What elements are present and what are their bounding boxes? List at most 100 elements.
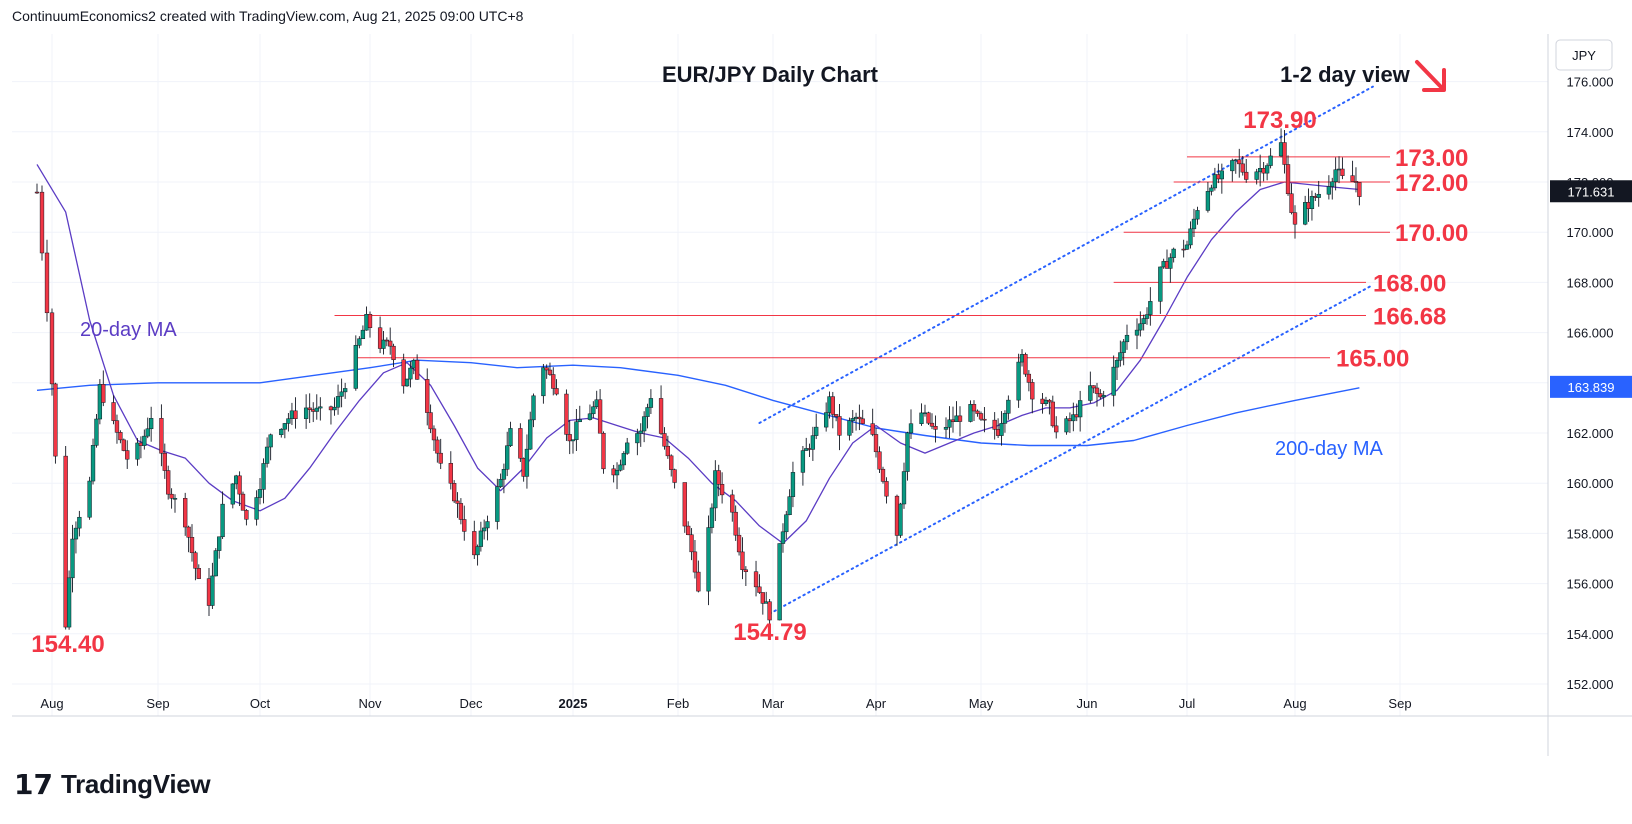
candle[interactable] bbox=[475, 544, 480, 566]
candle[interactable] bbox=[257, 477, 263, 505]
candle[interactable] bbox=[279, 428, 284, 438]
candle[interactable] bbox=[860, 409, 865, 425]
candle[interactable] bbox=[485, 515, 490, 541]
candle[interactable] bbox=[353, 335, 358, 391]
candle[interactable] bbox=[971, 400, 977, 422]
candle[interactable] bbox=[401, 353, 406, 394]
candle[interactable] bbox=[189, 524, 195, 562]
candle[interactable] bbox=[1114, 358, 1120, 381]
candle[interactable] bbox=[982, 407, 987, 433]
candle[interactable] bbox=[767, 598, 772, 625]
candle[interactable] bbox=[1216, 163, 1221, 184]
candle[interactable] bbox=[428, 404, 433, 434]
candle[interactable] bbox=[335, 384, 341, 415]
candle[interactable] bbox=[367, 311, 373, 338]
candle[interactable] bbox=[950, 406, 956, 433]
candle[interactable] bbox=[1181, 239, 1186, 258]
candle[interactable] bbox=[1002, 410, 1008, 433]
candle[interactable] bbox=[645, 403, 650, 429]
candle[interactable] bbox=[1282, 130, 1287, 174]
candle[interactable] bbox=[172, 494, 178, 513]
candle[interactable] bbox=[1144, 307, 1150, 325]
candle[interactable] bbox=[501, 463, 507, 494]
candle[interactable] bbox=[873, 427, 879, 458]
candle[interactable] bbox=[975, 409, 980, 417]
candle[interactable] bbox=[719, 472, 725, 504]
candle[interactable] bbox=[733, 505, 738, 541]
candle[interactable] bbox=[1030, 378, 1035, 414]
candle[interactable] bbox=[66, 570, 72, 630]
candle[interactable] bbox=[597, 389, 603, 434]
candle[interactable] bbox=[135, 438, 140, 466]
candle[interactable] bbox=[880, 466, 886, 484]
candle[interactable] bbox=[810, 426, 816, 461]
candle[interactable] bbox=[268, 433, 273, 461]
candle[interactable] bbox=[39, 185, 45, 261]
candle[interactable] bbox=[1289, 183, 1294, 215]
candle[interactable] bbox=[70, 524, 75, 593]
candle[interactable] bbox=[1101, 390, 1106, 407]
candle[interactable] bbox=[34, 183, 40, 194]
candle[interactable] bbox=[121, 438, 126, 452]
candle[interactable] bbox=[999, 411, 1004, 446]
candle[interactable] bbox=[908, 409, 914, 439]
candle[interactable] bbox=[830, 391, 835, 429]
candle[interactable] bbox=[282, 422, 287, 439]
candle[interactable] bbox=[343, 382, 348, 399]
candle[interactable] bbox=[364, 306, 369, 331]
candle[interactable] bbox=[1006, 395, 1011, 420]
candle[interactable] bbox=[1026, 370, 1032, 392]
candle[interactable] bbox=[706, 515, 711, 606]
candle[interactable] bbox=[77, 510, 82, 537]
candle[interactable] bbox=[230, 483, 235, 509]
candle[interactable] bbox=[901, 462, 907, 509]
candle[interactable] bbox=[261, 458, 266, 504]
candle[interactable] bbox=[264, 437, 270, 468]
candle[interactable] bbox=[943, 417, 949, 439]
candle[interactable] bbox=[391, 343, 396, 368]
candle[interactable] bbox=[125, 440, 130, 469]
candle[interactable] bbox=[240, 491, 246, 511]
candle[interactable] bbox=[929, 413, 935, 430]
candle[interactable] bbox=[63, 446, 68, 630]
candle[interactable] bbox=[210, 562, 215, 609]
candle[interactable] bbox=[696, 560, 701, 593]
candle[interactable] bbox=[1292, 205, 1298, 239]
candle[interactable] bbox=[957, 406, 963, 437]
candle[interactable] bbox=[837, 403, 842, 451]
candle[interactable] bbox=[857, 404, 862, 431]
candle[interactable] bbox=[1330, 177, 1335, 200]
candle[interactable] bbox=[360, 325, 366, 340]
candle[interactable] bbox=[753, 560, 759, 597]
candle[interactable] bbox=[713, 460, 718, 522]
candle[interactable] bbox=[926, 411, 931, 426]
candle[interactable] bbox=[508, 421, 513, 448]
candle[interactable] bbox=[237, 471, 242, 507]
candle[interactable] bbox=[1261, 161, 1266, 182]
candle[interactable] bbox=[1188, 221, 1193, 249]
candle[interactable] bbox=[1171, 247, 1176, 263]
candle[interactable] bbox=[111, 395, 116, 425]
candle[interactable] bbox=[452, 480, 457, 503]
candle[interactable] bbox=[384, 337, 389, 347]
candle[interactable] bbox=[1088, 371, 1093, 404]
candle[interactable] bbox=[577, 405, 582, 423]
candle[interactable] bbox=[196, 564, 201, 579]
currency-box[interactable]: JPY bbox=[1555, 39, 1613, 71]
candle[interactable] bbox=[1078, 390, 1083, 432]
candle[interactable] bbox=[458, 498, 464, 525]
candle[interactable] bbox=[254, 490, 259, 526]
candle[interactable] bbox=[621, 451, 626, 470]
candle[interactable] bbox=[919, 403, 924, 426]
candle[interactable] bbox=[1111, 355, 1116, 407]
candle[interactable] bbox=[186, 525, 191, 553]
candle[interactable] bbox=[472, 520, 477, 560]
candle[interactable] bbox=[142, 429, 147, 450]
candle[interactable] bbox=[518, 423, 523, 462]
candle[interactable] bbox=[780, 523, 786, 553]
candle[interactable] bbox=[482, 519, 487, 540]
tradingview-footer[interactable]: 17 TradingView bbox=[14, 768, 211, 801]
candle[interactable] bbox=[408, 361, 413, 388]
candle[interactable] bbox=[877, 446, 882, 473]
